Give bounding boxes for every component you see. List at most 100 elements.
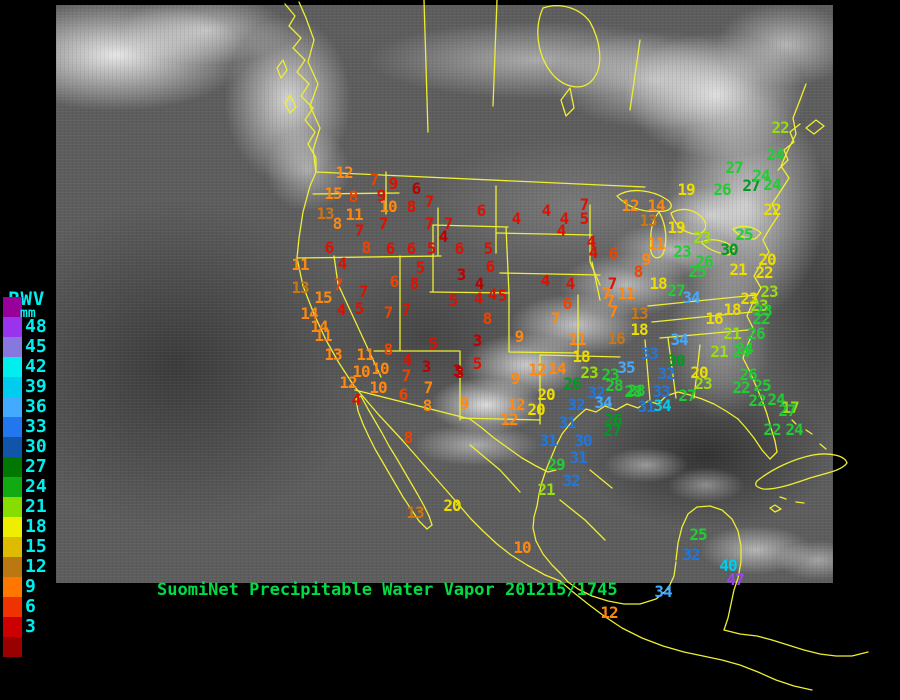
station-value: 12 <box>528 360 546 379</box>
station-value: 18 <box>723 300 741 319</box>
station-value: 19 <box>677 180 695 199</box>
vancouver-island <box>276 59 297 114</box>
station-value: 30 <box>574 431 592 450</box>
station-value: 5 <box>354 299 365 318</box>
hudson-bay <box>537 5 601 117</box>
station-value: 27 <box>667 281 685 300</box>
station-value: 5 <box>472 354 483 373</box>
station-value: 47 <box>726 570 744 589</box>
station-value: 8 <box>406 197 417 216</box>
station-value: 20 <box>758 250 776 269</box>
station-value: 23 <box>750 296 768 315</box>
station-value: 22 <box>771 118 789 137</box>
station-value: 24 <box>785 420 803 439</box>
station-value: 6 <box>454 239 465 258</box>
station-value: 5 <box>579 209 590 228</box>
scale-label: 9 <box>25 576 36 597</box>
station-value: 13 <box>291 278 309 297</box>
station-value: 34 <box>670 330 688 349</box>
scale-level-row: 45 <box>3 337 63 357</box>
station-value: 13 <box>639 211 657 230</box>
station-value: 4 <box>588 243 599 262</box>
station-value: 32 <box>587 383 605 402</box>
station-value: 6 <box>398 385 409 404</box>
station-value: 25 <box>689 525 707 544</box>
station-value: 19 <box>667 218 685 237</box>
station-value: 9 <box>510 369 521 388</box>
station-value: 4 <box>540 271 551 290</box>
scale-level-row: 33 <box>3 417 63 437</box>
station-value: 7 <box>378 214 389 233</box>
product-title: SuomiNet Precipitable Water Vapor 201215… <box>157 580 618 600</box>
scale-swatch <box>3 517 22 537</box>
station-value: 40 <box>719 556 737 575</box>
station-value: 8 <box>361 238 372 257</box>
station-value: 4 <box>556 221 567 240</box>
scale-swatch <box>3 477 22 497</box>
station-value: 10 <box>371 359 389 378</box>
state-borders-west <box>296 171 510 378</box>
station-value: 4 <box>337 254 348 273</box>
scale-swatch <box>3 357 22 377</box>
station-value: 9 <box>514 327 525 346</box>
image-grain <box>56 5 833 583</box>
station-value: 11 <box>568 330 586 349</box>
station-value: 21 <box>710 342 728 361</box>
station-value: 31 <box>558 413 576 432</box>
scale-label: 48 <box>25 316 47 337</box>
station-value: 11 <box>314 326 332 345</box>
station-value: 30 <box>667 351 685 370</box>
station-value: 7 <box>607 274 618 293</box>
station-value: 23 <box>760 282 778 301</box>
station-value: 28 <box>605 376 623 395</box>
station-value: 3 <box>454 363 465 382</box>
station-value: 23 <box>580 363 598 382</box>
station-value: 22 <box>763 200 781 219</box>
scale-label: 12 <box>25 556 47 577</box>
station-value: 11 <box>356 345 374 364</box>
station-value: 26 <box>695 252 713 271</box>
station-value: 7 <box>358 282 369 301</box>
station-value: 34 <box>653 396 671 415</box>
station-value: 4 <box>565 274 576 293</box>
station-value: 5 <box>415 258 426 277</box>
scale-label: 15 <box>25 536 47 557</box>
station-value: 14 <box>300 304 318 323</box>
station-value: 24 <box>763 175 781 194</box>
station-value: 29 <box>547 455 565 474</box>
station-value: 23 <box>693 228 711 247</box>
station-value: 8 <box>348 187 359 206</box>
bc-fjords <box>284 3 317 173</box>
station-value: 9 <box>388 174 399 193</box>
scale-label: 24 <box>25 476 47 497</box>
station-value: 14 <box>548 359 566 378</box>
station-value: 5 <box>497 286 508 305</box>
station-value: 18 <box>572 347 590 366</box>
station-value: 14 <box>310 317 328 336</box>
station-value: 7 <box>354 221 365 240</box>
station-value: 7 <box>443 214 454 233</box>
station-value: 4 <box>559 209 570 228</box>
scale-level-row: 21 <box>3 497 63 517</box>
station-value: 32 <box>567 395 585 414</box>
station-value: 18 <box>630 320 648 339</box>
station-value: 9 <box>376 186 387 205</box>
station-value: 23 <box>673 242 691 261</box>
scale-label: 39 <box>25 376 47 397</box>
station-value: 20 <box>443 496 461 515</box>
scale-label: 45 <box>25 336 47 357</box>
station-value: 7 <box>333 275 344 294</box>
scale-label: 42 <box>25 356 47 377</box>
station-value: 27 <box>778 401 796 420</box>
station-value: 23 <box>694 374 712 393</box>
station-value: 12 <box>500 410 518 429</box>
station-value: 4 <box>351 390 362 409</box>
cuba-outline <box>755 453 848 513</box>
station-value: 5 <box>426 239 437 258</box>
station-value: 6 <box>389 272 400 291</box>
station-value: 25 <box>688 262 706 281</box>
lake-erie <box>700 239 736 256</box>
station-value: 7 <box>424 214 435 233</box>
scale-label: 6 <box>25 596 36 617</box>
